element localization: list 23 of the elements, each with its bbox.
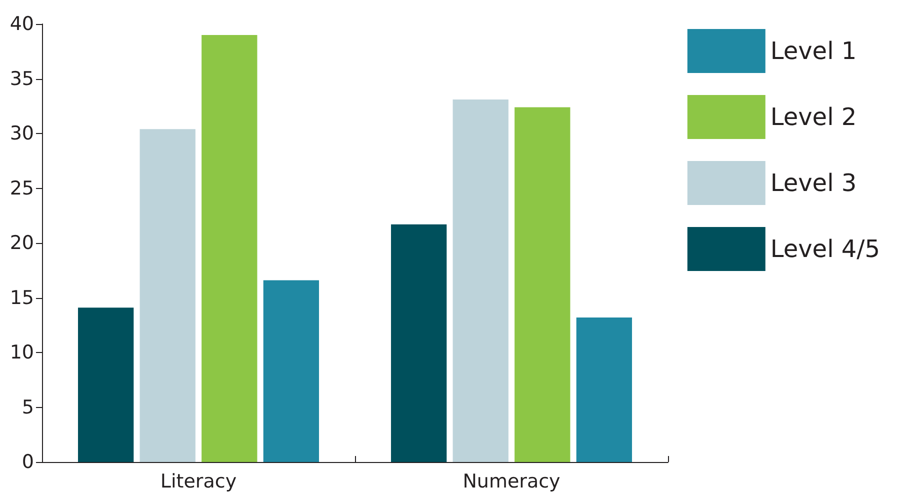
bar [452,100,508,462]
y-tick-label: 10 [10,342,34,364]
y-tick-label: 20 [10,232,34,254]
y-tick-label: 0 [22,451,34,473]
legend-label: Level 3 [770,169,857,197]
bar [514,107,570,462]
bar [78,308,134,462]
legend-label: Level 1 [770,37,857,65]
bar [202,34,258,462]
legend-label: Level 2 [770,103,857,131]
bar [576,317,632,462]
bar [140,129,196,462]
bar [390,224,447,462]
legend-label: Level 4/5 [770,235,880,263]
y-tick-label: 15 [10,286,34,309]
y-tick-label: 35 [10,68,34,90]
y-tick-label: 25 [10,177,34,200]
x-tick-label: Literacy [160,470,237,492]
x-tick-label: Numeracy [462,470,560,492]
y-tick-label: 30 [10,122,34,144]
bar [263,280,320,462]
y-tick-label: 40 [10,13,34,35]
y-tick-label: 5 [22,396,34,418]
